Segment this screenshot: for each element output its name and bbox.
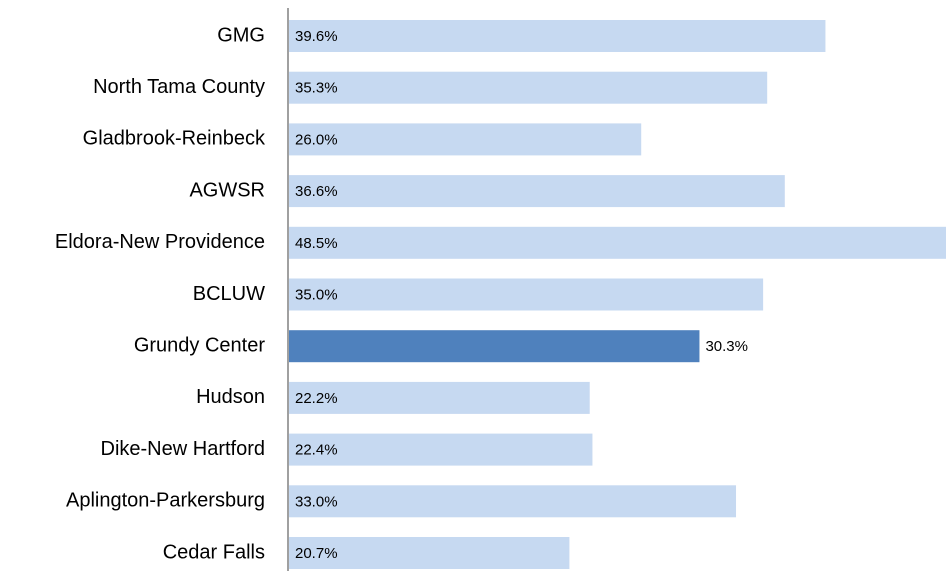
bar <box>289 123 642 156</box>
value-label: 35.0% <box>295 286 338 303</box>
value-label: 20.7% <box>295 545 338 562</box>
bar <box>289 175 785 208</box>
value-label: 35.3% <box>295 80 338 97</box>
value-label: 39.6% <box>295 28 338 45</box>
bar <box>289 330 700 363</box>
value-label: 22.2% <box>295 390 338 407</box>
bar <box>289 381 590 414</box>
category-label: BCLUW <box>193 283 265 305</box>
bar <box>289 537 570 569</box>
value-label: 26.0% <box>295 131 338 148</box>
bar <box>289 278 764 311</box>
value-label: 22.4% <box>295 442 338 459</box>
category-label: Gladbrook-Reinbeck <box>83 128 266 150</box>
value-label: 30.3% <box>705 338 748 355</box>
value-label: 33.0% <box>295 493 338 510</box>
bar <box>289 20 826 52</box>
category-label: AGWSR <box>189 179 265 201</box>
value-label: 48.5% <box>295 235 338 252</box>
category-label: GMG <box>217 24 265 46</box>
category-label: Hudson <box>196 386 265 408</box>
category-label: Cedar Falls <box>163 541 265 563</box>
category-label: Aplington-Parkersburg <box>66 490 265 512</box>
category-label: Dike-New Hartford <box>101 438 265 460</box>
bar <box>289 433 593 466</box>
bar <box>289 71 768 104</box>
category-label: Grundy Center <box>134 334 266 356</box>
category-label: North Tama County <box>93 76 265 98</box>
category-label: Eldora-New Providence <box>55 231 265 253</box>
bar <box>289 485 737 518</box>
bar <box>289 226 946 259</box>
value-label: 36.6% <box>295 183 338 200</box>
